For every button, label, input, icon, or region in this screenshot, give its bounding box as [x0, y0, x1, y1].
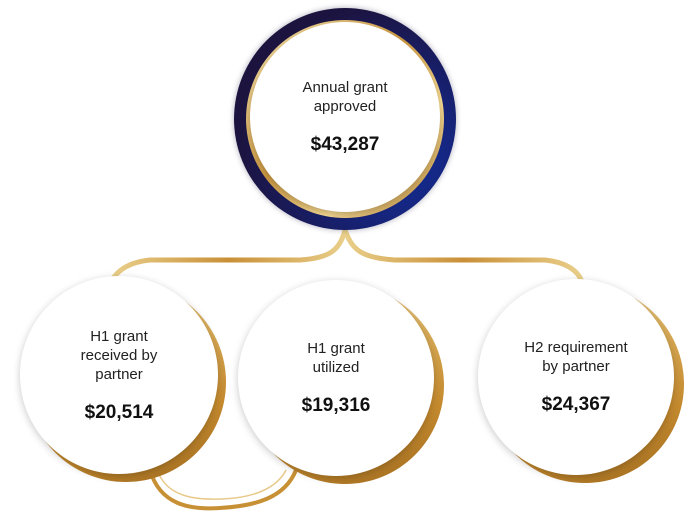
node-h1-grant-utilized: H1 grant utilized $19,316 [238, 280, 434, 476]
connector-top-to-left [109, 227, 348, 283]
connector-left-to-mid-loop-inner [157, 469, 287, 500]
node-value: $19,316 [301, 395, 371, 416]
node-h2-requirement: H2 requirement by partner $24,367 [478, 279, 674, 475]
node-annual-grant-approved: Annual grant approved $43,287 [250, 22, 440, 212]
node-label: H1 grant received by partner [80, 327, 158, 383]
node-label: H2 requirement by partner [524, 339, 628, 375]
node-value: $24,367 [541, 394, 611, 415]
node-value: $43,287 [310, 134, 380, 155]
node-label: H1 grant utilized [307, 340, 365, 376]
node-label: Annual grant approved [302, 79, 388, 115]
connector-left-to-mid-loop [148, 469, 298, 511]
node-h1-grant-received: H1 grant received by partner $20,514 [20, 276, 218, 474]
connector-top-to-right [342, 227, 585, 285]
node-value: $20,514 [84, 401, 154, 423]
